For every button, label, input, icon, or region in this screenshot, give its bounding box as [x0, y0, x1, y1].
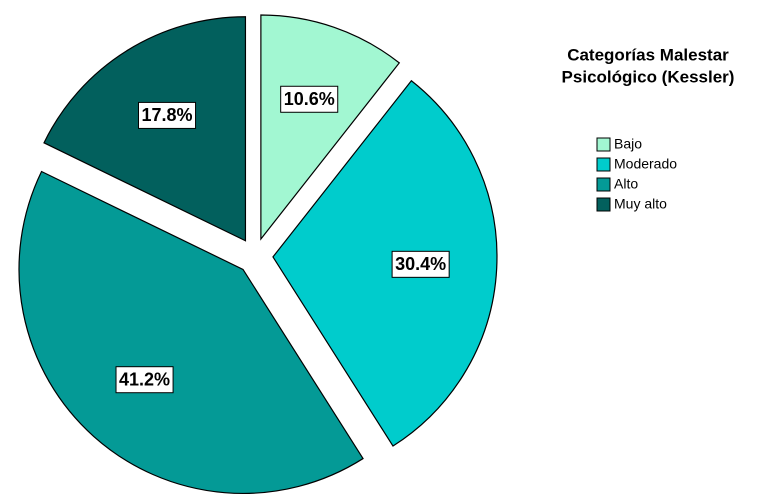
legend-swatch	[596, 137, 611, 152]
data-label-box	[115, 366, 174, 394]
legend-label: Bajo	[614, 136, 642, 152]
legend-title: Psicológico (Kessler)	[562, 67, 735, 86]
pie-slice	[18, 170, 364, 495]
legend-swatch	[596, 157, 611, 172]
data-label: 30.4%	[395, 254, 446, 274]
legend-title: Categorías Malestar	[567, 45, 729, 64]
legend-label: Moderado	[614, 156, 677, 172]
legend-swatch	[596, 197, 611, 212]
data-label-box	[391, 250, 450, 278]
data-label: 10.6%	[284, 89, 335, 109]
data-label-box	[137, 101, 197, 129]
data-label-box	[280, 85, 339, 113]
pie-slice	[272, 79, 498, 447]
legend-swatch	[596, 177, 611, 192]
legend-label: Alto	[614, 176, 638, 192]
pie-slice	[260, 14, 401, 241]
data-label: 17.8%	[141, 105, 192, 125]
data-label: 41.2%	[119, 369, 170, 389]
legend-label: Muy alto	[614, 196, 667, 212]
